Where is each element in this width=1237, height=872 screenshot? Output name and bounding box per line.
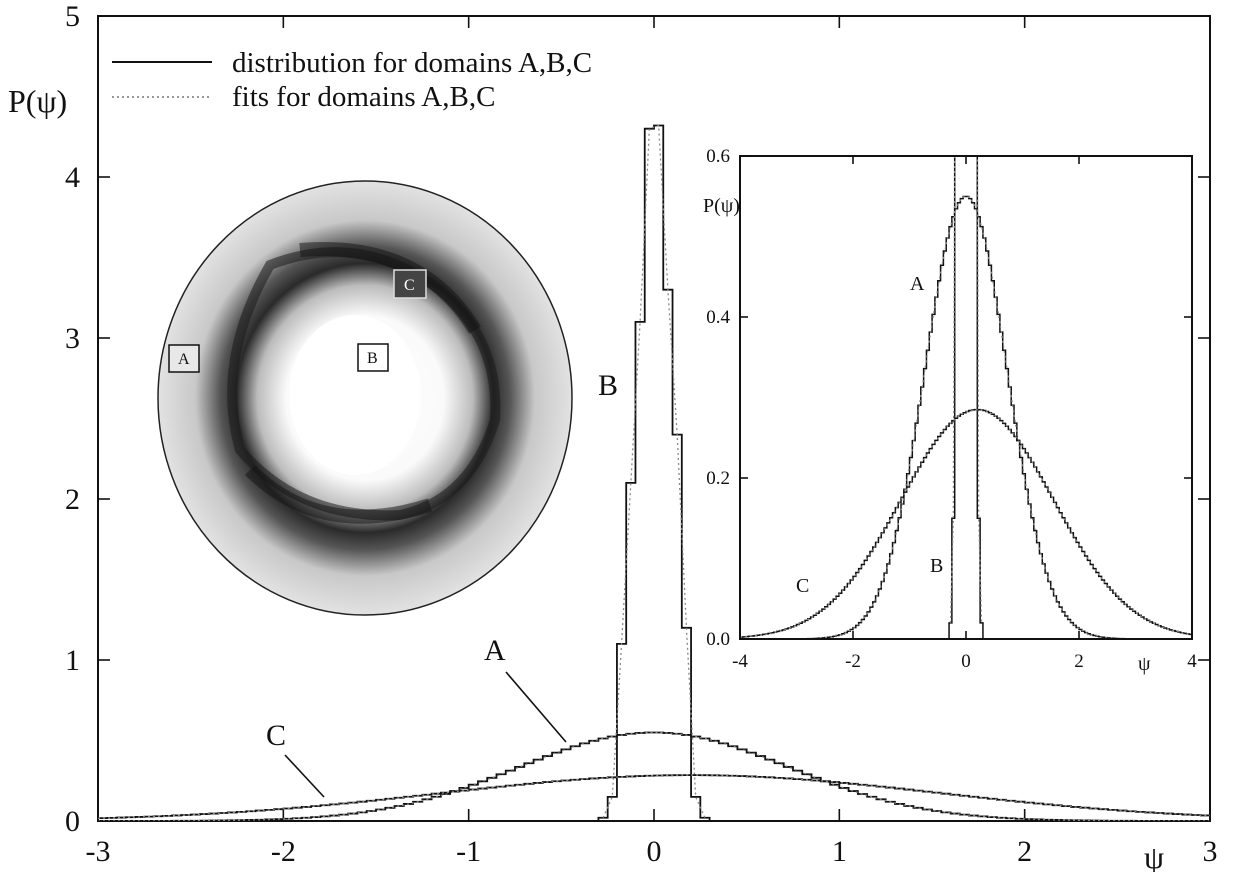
inset-annotation-A: A [910,273,925,295]
main-x-tick-label: 2 [1017,835,1032,868]
inset-y-tick-label: 0.4 [706,307,730,328]
domain-box-A [168,344,200,373]
domain-box-C [393,269,427,299]
main-x-tick-label: 3 [1203,835,1218,868]
inset-x-axis-label: ψ [1138,653,1151,675]
main-x-axis-label: ψ [1144,839,1164,872]
inset-x-tick-label: -2 [845,651,861,672]
main-x-tick-label: -1 [456,835,481,868]
main-y-tick-label: 2 [65,483,80,516]
inset-y-tick-label: 0.2 [706,468,730,489]
domain-image: A B C [157,180,573,616]
main-x-tick-label: -2 [271,835,296,868]
main-y-tick-label: 1 [65,644,80,677]
inset-chart: -4 -2 0 2 4 0.0 0.2 0.4 0.6 ψ P(ψ) A B C [703,146,1197,675]
domain-box-A-label: A [178,351,190,368]
main-fit-A [98,731,1210,821]
main-y-tick-label: 5 [65,0,80,33]
inset-x-tick-label: -4 [732,651,748,672]
main-y-tick-label: 4 [65,161,80,194]
main-axes: -3 -2 -1 0 1 2 3 0 1 2 3 4 5 [65,0,1218,868]
main-curves [98,124,1210,821]
legend-entry-distribution: distribution for domains A,B,C [232,47,592,79]
inset-y-tick-label: 0.0 [706,629,730,650]
legend-entry-fits: fits for domains A,B,C [232,81,495,113]
main-fit-B [602,124,706,819]
domain-inner-core [289,315,421,475]
main-x-tick-label: 0 [647,835,662,868]
main-series-B [597,124,711,821]
main-annotation-B: B [598,369,618,402]
inset-x-tick-label: 4 [1187,651,1197,672]
domain-dark-ridge-2 [299,242,481,334]
domain-dark-ridge-3 [245,465,433,524]
main-series-A [98,731,1210,821]
main-x-tick-label: 1 [832,835,847,868]
inset-x-tick-label: 2 [1074,651,1084,672]
legend: distribution for domains A,B,C fits for … [112,47,592,113]
main-fit-C [98,774,1210,819]
main-chart: -3 -2 -1 0 1 2 3 0 1 2 3 4 5 ψ P(ψ) distribution for… [8,0,1218,872]
inset-y-axis-label: P(ψ) [703,195,740,217]
main-annotation-C: C [266,719,286,752]
main-annotation-C-leader [284,754,325,798]
inset-x-tick-label: 0 [961,651,971,672]
main-y-tick-label: 0 [65,805,80,838]
main-annotation-A-leader [505,671,567,743]
inset-annotation-B: B [930,555,943,577]
inset-y-tick-label: 0.6 [706,146,730,167]
domain-box-B [357,343,389,372]
inset-annotation-C: C [796,575,809,597]
main-x-tick-label: -3 [86,835,111,868]
inset-series-B [948,156,984,639]
main-y-axis-label: P(ψ) [8,83,67,119]
domain-box-C-label: C [404,277,415,294]
main-annotation-A: A [484,634,506,667]
inset-background [740,156,1192,639]
domain-box-B-label: B [367,350,378,367]
main-y-tick-label: 3 [65,322,80,355]
inset-axes: -4 -2 0 2 4 0.0 0.2 0.4 0.6 [706,146,1197,672]
